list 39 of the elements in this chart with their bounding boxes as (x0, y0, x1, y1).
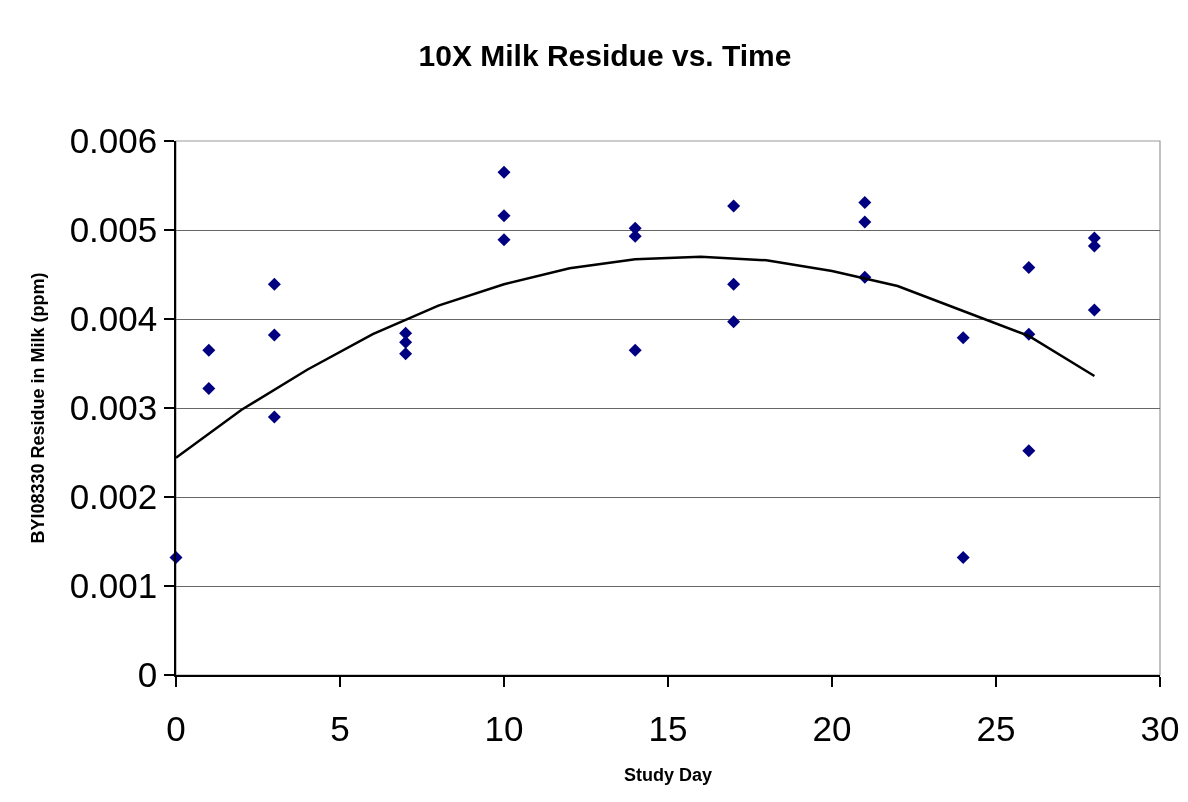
point (267, 410, 281, 424)
point (1087, 303, 1101, 317)
point (1022, 444, 1036, 458)
y-tick-label: 0.004 (69, 299, 158, 339)
point (497, 209, 511, 223)
point (727, 199, 741, 213)
y-tick-label: 0.001 (69, 566, 158, 606)
point (399, 335, 413, 349)
y-tick-label: 0 (137, 655, 158, 695)
point (202, 343, 216, 357)
y-axis-title: BYI08330 Residue in Milk (ppm) (28, 272, 49, 544)
x-tick-label: 10 (484, 708, 524, 748)
x-tick-label: 25 (976, 708, 1016, 748)
x-tick-label: 5 (330, 708, 350, 748)
point (727, 277, 741, 291)
x-tick-label: 20 (812, 708, 852, 748)
point (497, 233, 511, 247)
y-tick-label: 0.003 (69, 388, 158, 428)
y-tick-label: 0.006 (69, 121, 158, 161)
point (202, 381, 216, 395)
y-tick-label: 0.002 (69, 477, 158, 517)
point (956, 331, 970, 345)
x-tick-label: 15 (648, 708, 688, 748)
point (497, 165, 511, 179)
x-tick-label: 30 (1140, 708, 1180, 748)
chart-title: 10X Milk Residue vs. Time (418, 38, 792, 72)
x-axis-title: Study Day (623, 765, 713, 786)
point (956, 551, 970, 565)
point (267, 277, 281, 291)
point (727, 315, 741, 329)
point (858, 195, 872, 209)
point (628, 343, 642, 357)
point (1022, 260, 1036, 274)
y-tick-label: 0.005 (69, 210, 158, 250)
point (399, 347, 413, 361)
point (858, 215, 872, 229)
x-tick-label: 0 (166, 708, 186, 748)
point (267, 328, 281, 342)
point (399, 326, 413, 340)
